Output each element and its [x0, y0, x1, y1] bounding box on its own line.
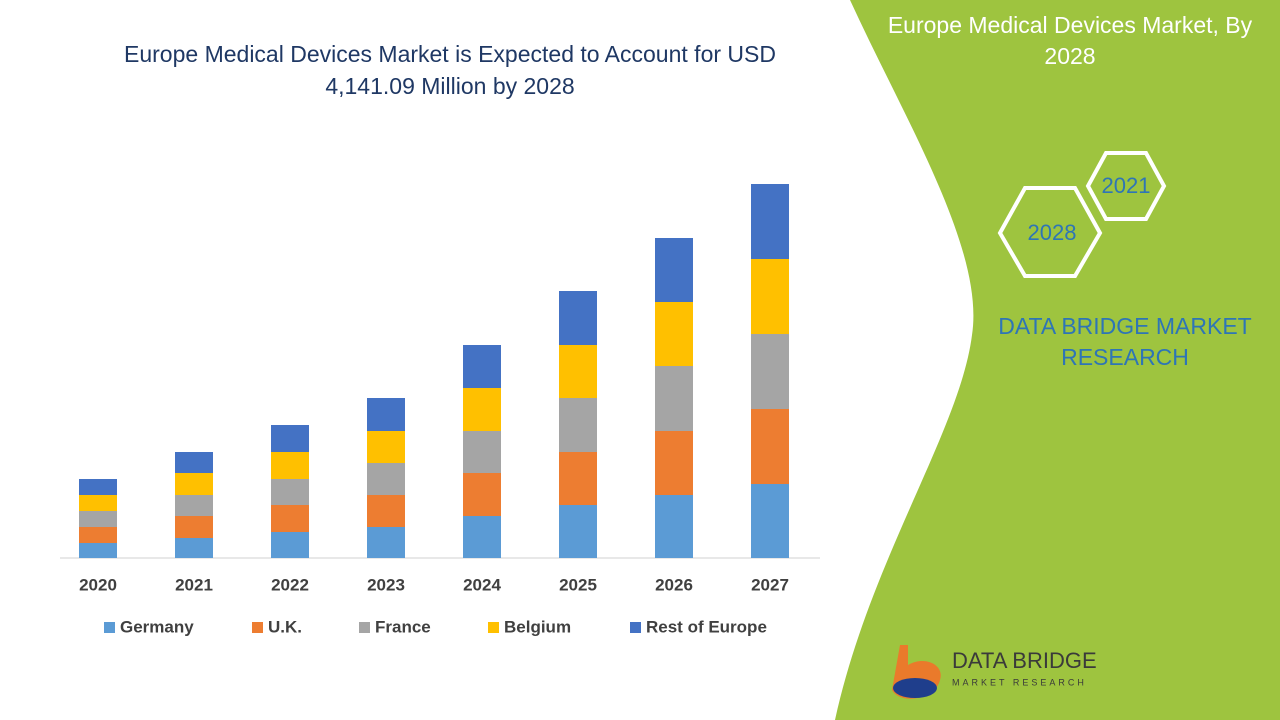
- bar-segment: [367, 463, 405, 495]
- legend-label: Belgium: [504, 617, 571, 636]
- bar-segment: [463, 388, 501, 431]
- x-tick-label: 2021: [175, 575, 213, 594]
- bar-segment: [751, 334, 789, 409]
- bar-segment: [655, 431, 693, 495]
- legend-label: France: [375, 617, 431, 636]
- bar-segment: [751, 484, 789, 558]
- bar-segment: [79, 511, 117, 527]
- bar-segment: [79, 527, 117, 543]
- bar-segment: [559, 452, 597, 505]
- bar-segment: [655, 238, 693, 302]
- bar-segment: [175, 452, 213, 473]
- bar-segment: [271, 479, 309, 505]
- hexagon-label: 2028: [1028, 220, 1077, 245]
- bar-segment: [655, 495, 693, 558]
- bar-segment: [367, 398, 405, 431]
- bar-segment: [751, 409, 789, 484]
- bar-segment: [463, 516, 501, 558]
- logo-name: DATA BRIDGE: [952, 648, 1097, 673]
- bar-segment: [175, 516, 213, 538]
- chart-title: Europe Medical Devices Market is Expecte…: [124, 41, 776, 99]
- x-tick-label: 2023: [367, 575, 405, 594]
- legend-label: Rest of Europe: [646, 617, 767, 636]
- bar-segment: [655, 302, 693, 366]
- legend-label: Germany: [120, 617, 194, 636]
- bar-segment: [79, 495, 117, 511]
- bar-segment: [175, 538, 213, 558]
- logo-mark: [893, 678, 937, 698]
- bar-segment: [367, 527, 405, 558]
- bar-segment: [559, 398, 597, 452]
- bar-segment: [175, 473, 213, 495]
- legend-swatch: [252, 622, 263, 633]
- x-tick-label: 2024: [463, 575, 501, 594]
- bar-segment: [367, 431, 405, 463]
- x-tick-label: 2026: [655, 575, 693, 594]
- x-tick-label: 2020: [79, 575, 117, 594]
- hexagon-label: 2021: [1102, 173, 1151, 198]
- bar-segment: [271, 452, 309, 479]
- legend-swatch: [488, 622, 499, 633]
- x-tick-label: 2027: [751, 575, 789, 594]
- bar-segment: [175, 495, 213, 516]
- bar-segment: [271, 505, 309, 532]
- bar-segment: [463, 345, 501, 388]
- bar-segment: [559, 345, 597, 398]
- bar-segment: [271, 425, 309, 452]
- logo-sub: MARKET RESEARCH: [952, 677, 1087, 687]
- bar-segment: [463, 431, 501, 473]
- hexagon: [997, 186, 1103, 278]
- hexagon: [1085, 151, 1167, 221]
- bar-segment: [79, 543, 117, 558]
- legend-label: U.K.: [268, 617, 302, 636]
- x-tick-label: 2025: [559, 575, 597, 594]
- bar-segment: [751, 184, 789, 259]
- bar-segment: [271, 532, 309, 558]
- legend-swatch: [359, 622, 370, 633]
- legend-swatch: [630, 622, 641, 633]
- panel-title: Europe Medical Devices Market, By 2028: [887, 12, 1253, 69]
- bar-segment: [367, 495, 405, 527]
- bar-segment: [79, 479, 117, 495]
- legend-swatch: [104, 622, 115, 633]
- bar-segment: [463, 473, 501, 516]
- x-tick-label: 2022: [271, 575, 309, 594]
- bar-segment: [559, 291, 597, 345]
- side-panel: [835, 0, 1280, 720]
- bar-segment: [559, 505, 597, 558]
- bar-segment: [655, 366, 693, 431]
- panel-brand: DATA BRIDGE MARKET RESEARCH: [998, 313, 1252, 370]
- bar-segment: [751, 259, 789, 334]
